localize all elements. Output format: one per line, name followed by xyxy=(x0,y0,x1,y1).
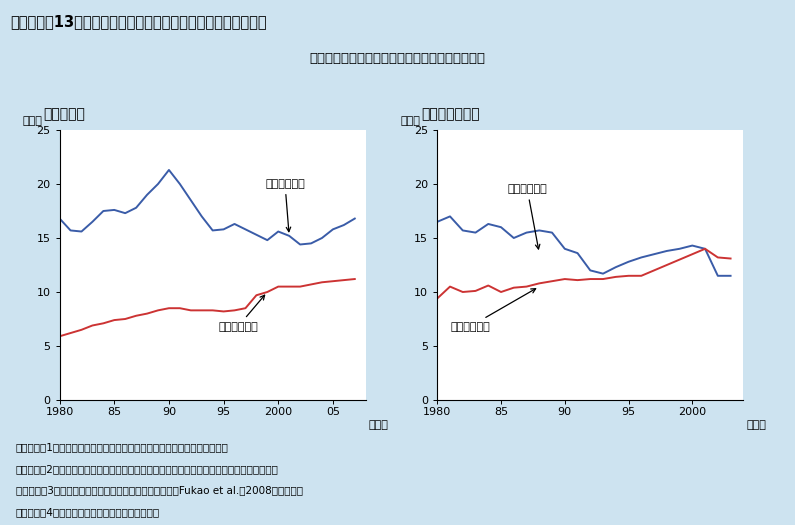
Text: （２）アメリカ: （２）アメリカ xyxy=(421,108,480,122)
Text: 3．アメリカの有形固定資産、無形資産投資はFukao et al.（2008）による。: 3．アメリカの有形固定資産、無形資産投資はFukao et al.（2008）に… xyxy=(16,486,303,496)
Text: 第２－３－13図　無形資産、有形資産投資（民間企業）の推移: 第２－３－13図 無形資産、有形資産投資（民間企業）の推移 xyxy=(10,14,267,29)
Text: 有形資産投資: 有形資産投資 xyxy=(265,179,304,232)
Text: （％）: （％） xyxy=(401,116,421,126)
Text: 有形資産投資を依然下回る我が国の無形資産投資: 有形資産投資を依然下回る我が国の無形資産投資 xyxy=(309,51,486,65)
Text: （年）: （年） xyxy=(747,420,766,430)
Text: 4．日本、アメリカのいずれも名目値。: 4．日本、アメリカのいずれも名目値。 xyxy=(16,507,160,517)
Text: 無形資産投資: 無形資産投資 xyxy=(450,289,536,332)
Text: 2．日本の有形固定資産は、内閣府「国民経済計算」の民間設備投資により作成。: 2．日本の有形固定資産は、内閣府「国民経済計算」の民間設備投資により作成。 xyxy=(16,464,279,474)
Text: （備考）　1．日本の無形資産は内閣府推計。推計方法は付注２－３参照。: （備考） 1．日本の無形資産は内閣府推計。推計方法は付注２－３参照。 xyxy=(16,442,229,452)
Text: （年）: （年） xyxy=(369,420,389,430)
Text: （１）日本: （１）日本 xyxy=(44,108,86,122)
Text: 有形資産投資: 有形資産投資 xyxy=(507,184,547,249)
Text: 無形資産投資: 無形資産投資 xyxy=(218,295,265,332)
Text: （％）: （％） xyxy=(23,116,43,126)
